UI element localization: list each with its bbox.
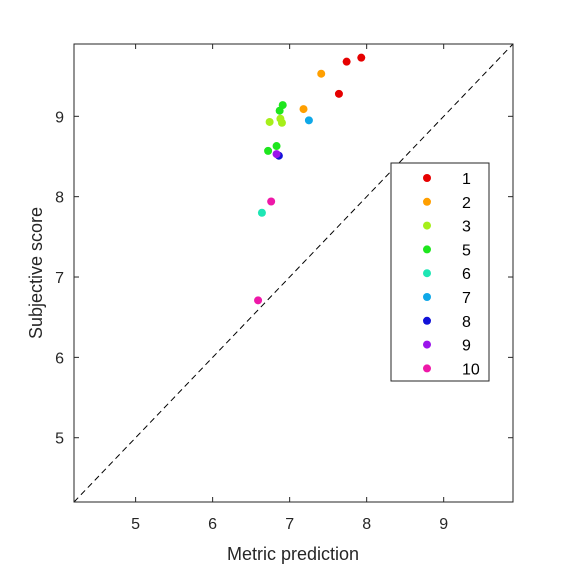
legend-label-9: 9 <box>462 338 471 355</box>
legend-label-10: 10 <box>462 361 480 378</box>
reference-line-layer <box>73 43 514 503</box>
legend-marker-10 <box>423 364 431 373</box>
data-point-series-10 <box>267 197 276 206</box>
data-point-series-5 <box>272 142 281 151</box>
identity-reference-line <box>73 43 514 503</box>
ticks-layer: 5 6 7 8 9 5 6 7 8 9 <box>55 44 513 533</box>
data-point-series-3 <box>265 117 274 126</box>
legend-marker-9 <box>423 340 431 349</box>
y-tick-label: 8 <box>55 190 64 207</box>
legend-marker-7 <box>423 293 431 301</box>
legend-label-6: 6 <box>462 266 471 283</box>
legend-box <box>390 162 490 382</box>
data-point-series-3 <box>277 118 286 127</box>
data-point-series-1 <box>334 89 343 98</box>
y-tick-label: 6 <box>55 350 64 367</box>
y-tick-label: 5 <box>55 431 64 448</box>
legend-marker-3 <box>423 221 431 230</box>
data-point-series-6 <box>257 208 266 217</box>
legend-marker-8 <box>423 316 431 325</box>
legend-label-1: 1 <box>462 171 471 188</box>
data-point-series-1 <box>357 53 366 62</box>
legend-label-7: 7 <box>462 290 471 307</box>
y-axis-label: Subjective score <box>26 207 46 339</box>
y-tick-label: 7 <box>55 270 64 287</box>
plot-border <box>73 43 514 503</box>
legend-marker-5 <box>423 245 431 254</box>
data-point-series-5 <box>275 106 284 115</box>
legend: 1 2 3 5 6 7 8 9 10 <box>390 162 490 382</box>
legend-marker-1 <box>423 174 431 182</box>
points-layer <box>254 53 366 305</box>
legend-label-2: 2 <box>462 195 471 212</box>
data-point-series-2 <box>317 69 326 78</box>
x-tick-label: 9 <box>439 516 448 533</box>
legend-label-5: 5 <box>462 242 471 259</box>
data-point-series-1 <box>342 57 351 66</box>
legend-label-3: 3 <box>462 219 471 236</box>
y-tick-label: 9 <box>55 109 64 126</box>
x-tick-label: 5 <box>131 516 140 533</box>
legend-label-8: 8 <box>462 314 471 331</box>
data-point-series-5 <box>264 146 273 155</box>
data-point-series-10 <box>254 296 263 305</box>
data-point-series-7 <box>304 116 313 125</box>
legend-marker-6 <box>423 269 431 278</box>
x-axis-label: Metric prediction <box>227 544 359 564</box>
x-tick-label: 8 <box>362 516 371 533</box>
x-tick-label: 6 <box>208 516 217 533</box>
legend-marker-2 <box>423 197 431 206</box>
x-tick-label: 7 <box>285 516 294 533</box>
data-point-series-9 <box>272 150 281 159</box>
data-point-series-2 <box>299 105 308 114</box>
